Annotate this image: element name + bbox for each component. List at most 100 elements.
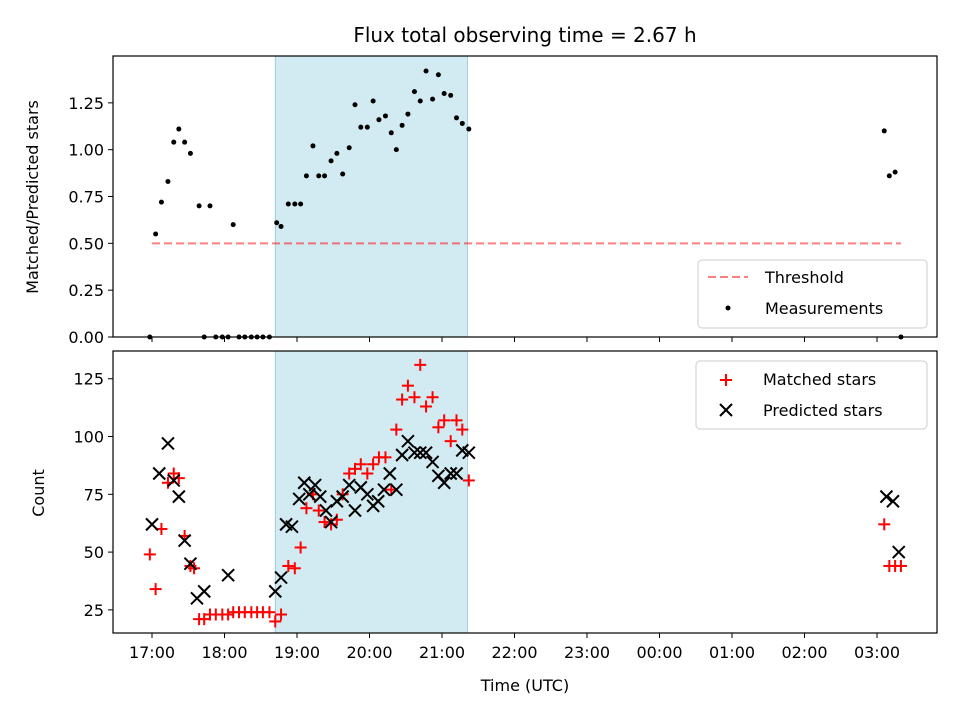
measurement-point xyxy=(370,98,376,104)
x-tick-label: 19:00 xyxy=(274,643,320,662)
measurement-point xyxy=(196,203,202,209)
measurement-point xyxy=(322,173,328,179)
y-tick-label: 0.75 xyxy=(68,188,104,207)
matched-star-point xyxy=(263,606,276,619)
matched-star-point xyxy=(149,583,162,596)
bottom-panel: 25 50 75 100 125 17:00 18:00 19:00 20:00 21:00 22… xyxy=(29,350,938,695)
predicted-star-point xyxy=(395,448,409,462)
threshold-legend-label: Threshold xyxy=(764,268,844,287)
x-tick-label: 00:00 xyxy=(636,643,682,662)
measurement-point xyxy=(334,150,340,156)
measurement-point xyxy=(328,158,334,164)
measurement-point xyxy=(892,169,898,175)
measurement-point xyxy=(399,122,405,128)
matched-star-point xyxy=(438,414,451,427)
measurement-point xyxy=(411,89,417,95)
predicted-star-point xyxy=(377,482,391,497)
matched-star-point xyxy=(444,435,457,448)
predicted-star-point xyxy=(302,487,317,502)
predicted-star-point xyxy=(183,556,198,571)
top-legend: Threshold Measurements xyxy=(697,259,928,329)
predicted-star-point xyxy=(443,466,458,481)
predicted-star-point xyxy=(335,489,350,504)
predicted-star-point xyxy=(177,533,192,548)
measurement-point xyxy=(441,90,447,96)
matched-star-point xyxy=(450,414,463,427)
x-tick-label: 18:00 xyxy=(201,643,247,662)
bottom-x-axis: 17:00 18:00 19:00 20:00 21:00 22:00 23:00 00:00… xyxy=(129,633,900,662)
measurements-legend-swatch xyxy=(725,305,731,311)
matched-star-point xyxy=(420,400,433,413)
bottom-observing-window xyxy=(274,350,468,634)
x-tick-label: 01:00 xyxy=(709,643,755,662)
predicted-star-point xyxy=(389,482,404,497)
top-legend-box xyxy=(697,259,928,329)
bottom-legend: Matched stars Predicted stars xyxy=(695,360,928,430)
measurement-point xyxy=(171,139,177,145)
measurement-point xyxy=(376,117,382,123)
y-tick-label: 25 xyxy=(84,601,104,620)
measurement-point xyxy=(459,120,465,126)
measurement-point xyxy=(454,115,459,121)
matched-star-point xyxy=(354,458,367,471)
predicted-star-point xyxy=(419,445,433,460)
top-y-axis-label: Matched/Predicted stars xyxy=(23,100,42,294)
predicted-star-point xyxy=(145,517,159,532)
measurement-point xyxy=(153,231,159,237)
predicted-star-point xyxy=(383,466,397,481)
predicted-star-point xyxy=(167,473,181,488)
x-tick-label: 02:00 xyxy=(781,643,827,662)
predicted-star-point xyxy=(152,466,166,481)
y-tick-label: 75 xyxy=(84,485,104,504)
matched-star-point xyxy=(361,467,374,480)
predicted-star-point xyxy=(401,434,415,448)
measurement-point xyxy=(358,124,364,130)
y-tick-label: 0.00 xyxy=(68,328,104,347)
measurement-point xyxy=(423,68,429,74)
measurement-point xyxy=(388,130,394,136)
predicted-star-point xyxy=(348,503,362,518)
bottom-marks xyxy=(143,358,907,628)
x-tick-label: 21:00 xyxy=(419,643,465,662)
measurement-point xyxy=(886,173,892,179)
matched-star-point xyxy=(390,423,403,436)
measurement-point xyxy=(207,203,213,209)
matched-star-point xyxy=(222,608,235,621)
measurement-point xyxy=(352,102,358,108)
predicted-star-point xyxy=(342,478,356,492)
matched-star-point xyxy=(288,562,301,575)
measurement-point xyxy=(285,201,291,207)
matched-star-point xyxy=(294,541,307,554)
predicted-star-point xyxy=(221,568,235,582)
predicted-star-point xyxy=(371,494,385,508)
x-tick-label: 20:00 xyxy=(346,643,392,662)
bottom-plot-frame xyxy=(112,350,938,634)
y-tick-label: 50 xyxy=(84,543,104,562)
predicted-legend-label: Predicted stars xyxy=(763,401,883,420)
predicted-legend-swatch xyxy=(719,403,733,417)
x-tick-label: 23:00 xyxy=(564,643,610,662)
measurement-point xyxy=(182,139,188,145)
matched-legend-swatch xyxy=(720,374,732,386)
matched-star-point xyxy=(432,421,445,434)
measurement-point xyxy=(187,150,193,156)
matched-star-point xyxy=(269,615,282,628)
predicted-star-point xyxy=(462,445,476,460)
x-tick-label: 22:00 xyxy=(491,643,537,662)
bottom-y-axis: 25 50 75 100 125 xyxy=(73,370,113,620)
measurement-point xyxy=(230,222,236,228)
measurement-point xyxy=(382,113,388,119)
matched-star-point xyxy=(414,358,427,371)
predicted-star-point xyxy=(407,445,422,460)
predicted-star-point xyxy=(886,494,900,508)
top-observing-window xyxy=(274,55,468,338)
measurement-point xyxy=(292,201,298,207)
matched-star-point xyxy=(878,518,891,531)
measurement-point xyxy=(364,124,370,130)
measurement-point xyxy=(310,143,316,149)
matched-star-point xyxy=(408,391,421,404)
predicted-star-point xyxy=(360,487,375,502)
matched-star-point xyxy=(401,379,414,392)
matched-star-point xyxy=(143,548,156,561)
